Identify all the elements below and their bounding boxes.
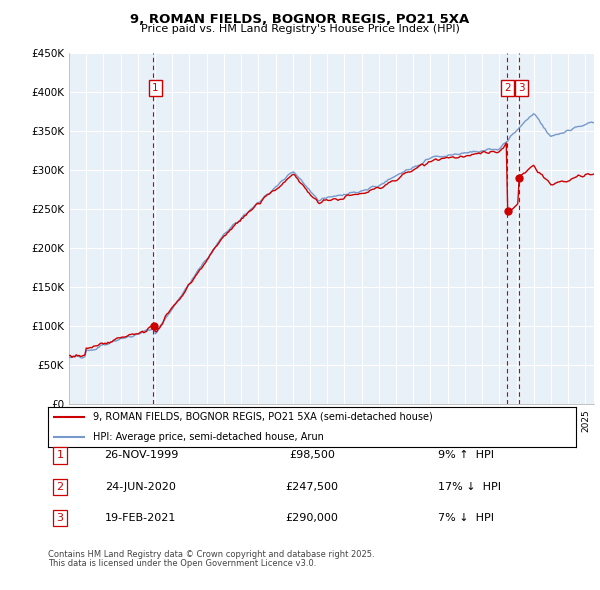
Text: £247,500: £247,500 (286, 482, 338, 491)
Text: This data is licensed under the Open Government Licence v3.0.: This data is licensed under the Open Gov… (48, 559, 316, 568)
Text: 17% ↓  HPI: 17% ↓ HPI (438, 482, 501, 491)
Text: 9% ↑  HPI: 9% ↑ HPI (438, 451, 494, 460)
Text: 3: 3 (518, 83, 525, 93)
Text: 7% ↓  HPI: 7% ↓ HPI (438, 513, 494, 523)
Text: 1: 1 (152, 83, 158, 93)
Text: 9, ROMAN FIELDS, BOGNOR REGIS, PO21 5XA (semi-detached house): 9, ROMAN FIELDS, BOGNOR REGIS, PO21 5XA … (93, 412, 433, 421)
Text: Price paid vs. HM Land Registry's House Price Index (HPI): Price paid vs. HM Land Registry's House … (140, 24, 460, 34)
Text: 19-FEB-2021: 19-FEB-2021 (106, 513, 176, 523)
Text: 1: 1 (56, 451, 64, 460)
Text: £98,500: £98,500 (289, 451, 335, 460)
Text: 2: 2 (56, 482, 64, 491)
Text: 24-JUN-2020: 24-JUN-2020 (106, 482, 176, 491)
Text: 3: 3 (56, 513, 64, 523)
Text: £290,000: £290,000 (286, 513, 338, 523)
Text: HPI: Average price, semi-detached house, Arun: HPI: Average price, semi-detached house,… (93, 432, 324, 441)
Text: 2: 2 (505, 83, 511, 93)
Text: 9, ROMAN FIELDS, BOGNOR REGIS, PO21 5XA: 9, ROMAN FIELDS, BOGNOR REGIS, PO21 5XA (130, 13, 470, 26)
Text: Contains HM Land Registry data © Crown copyright and database right 2025.: Contains HM Land Registry data © Crown c… (48, 550, 374, 559)
Text: 26-NOV-1999: 26-NOV-1999 (104, 451, 178, 460)
